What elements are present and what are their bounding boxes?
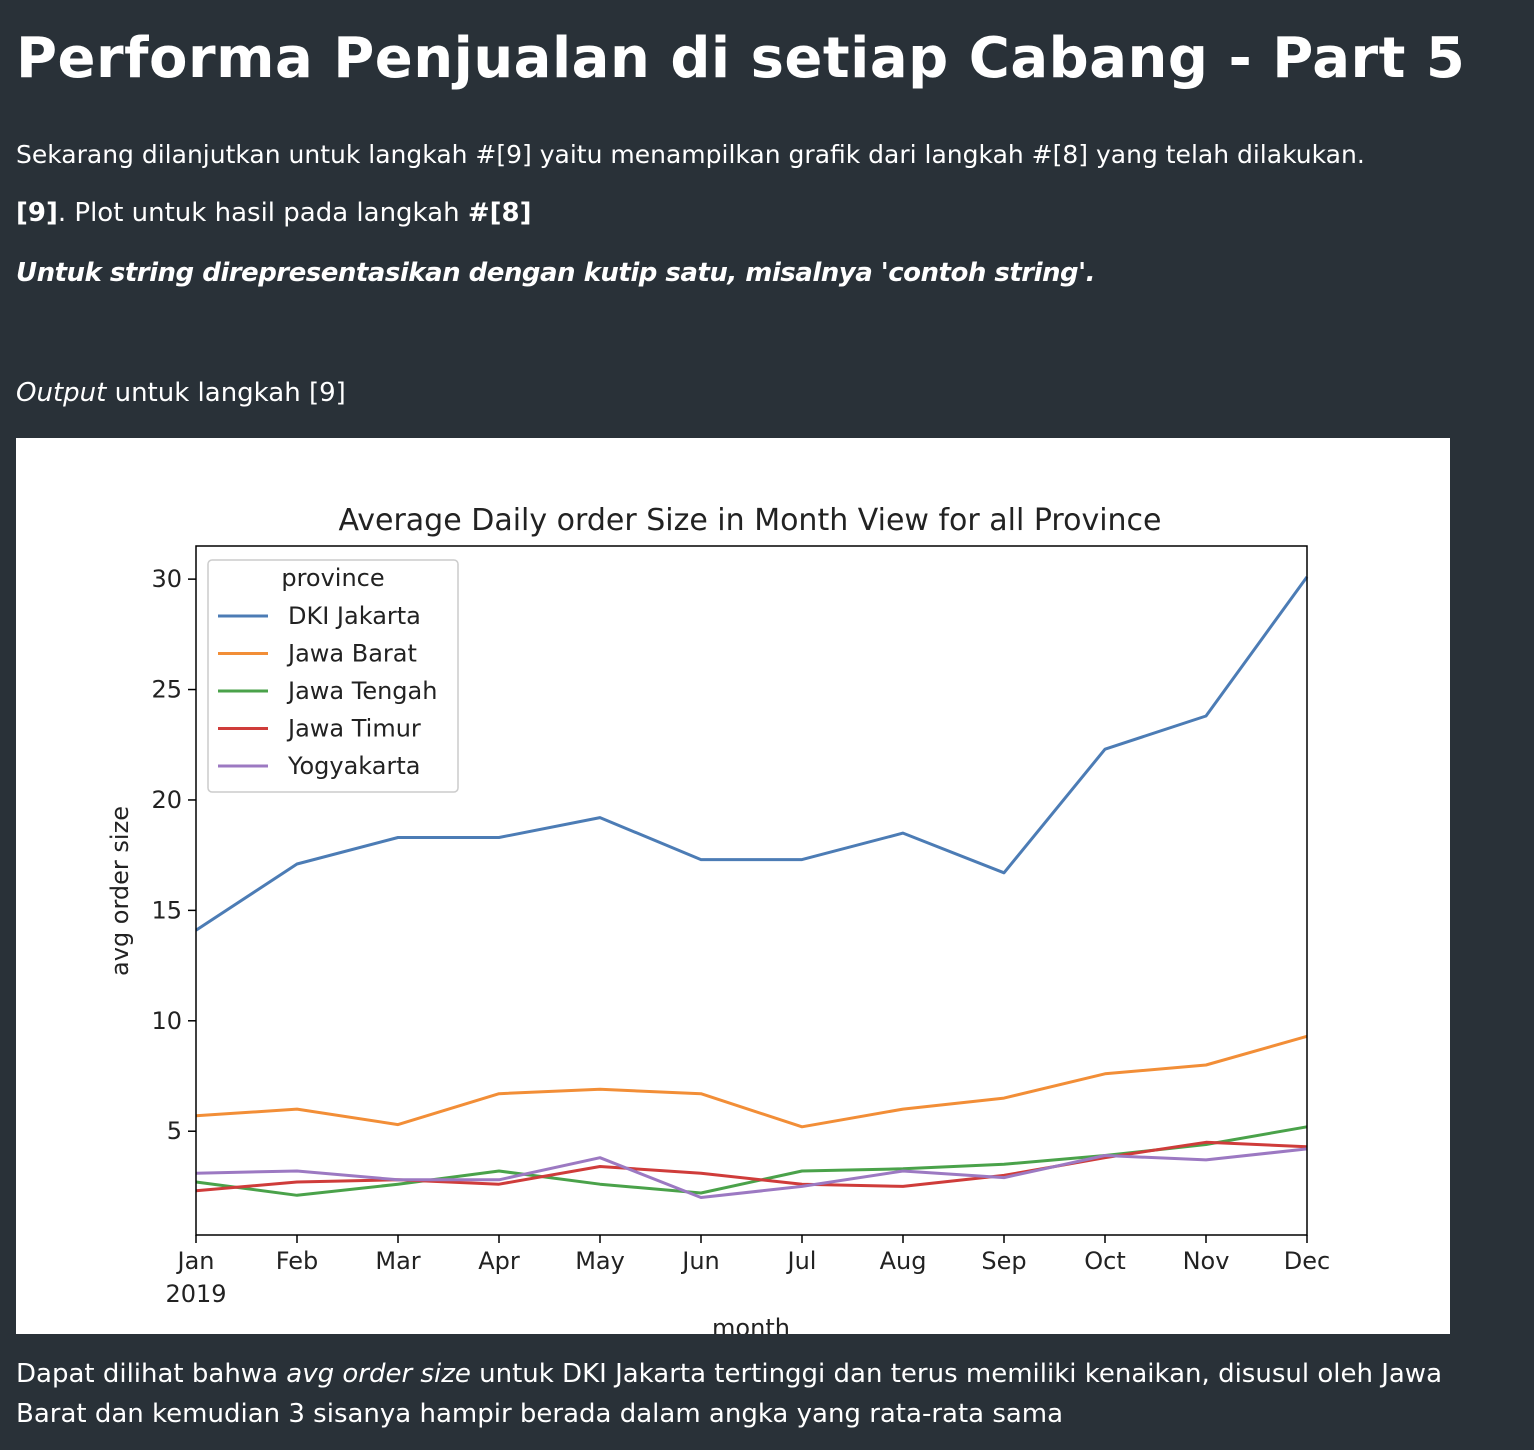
conclusion-pre: Dapat dilihat bahwa — [16, 1359, 287, 1389]
step-description: [9]. Plot untuk hasil pada langkah #[8] — [16, 198, 532, 228]
legend-entry-label: Jawa Tengah — [286, 677, 437, 705]
x-tick-label: Jun — [680, 1247, 720, 1275]
x-tick-label: Aug — [880, 1247, 927, 1275]
x-tick-label: May — [575, 1247, 625, 1275]
x-tick-label: Oct — [1084, 1247, 1126, 1275]
series-line-dki-jakarta — [195, 576, 1309, 932]
x-tick-label: Jan — [176, 1247, 215, 1275]
x-tick-label: Mar — [375, 1247, 420, 1275]
step-reference: #[8] — [467, 198, 532, 228]
chart-title: Average Daily order Size in Month View f… — [338, 503, 1161, 538]
conclusion-post: untuk DKI Jakarta tertinggi dan terus me… — [16, 1359, 1442, 1429]
line-chart: Average Daily order Size in Month View f… — [106, 503, 1330, 1334]
y-tick-label: 15 — [151, 896, 182, 924]
y-tick-label: 20 — [151, 786, 182, 814]
output-label: Output untuk langkah [9] — [16, 378, 346, 408]
x-tick-label: Sep — [981, 1247, 1026, 1275]
plot-frame — [195, 545, 1308, 1236]
series-line-jawa-barat — [195, 1034, 1308, 1129]
y-axis: 5 10 15 20 25 30 — [151, 565, 196, 1145]
step-number: [9] — [16, 198, 58, 228]
series-line-yogyakarta — [195, 1147, 1308, 1199]
chart-container: Average Daily order Size in Month View f… — [16, 438, 1450, 1334]
output-label-text: untuk langkah [9] — [106, 378, 346, 408]
x-axis-label: month — [712, 1314, 790, 1334]
x-tick-year: 2019 — [165, 1280, 226, 1308]
x-tick-label: Nov — [1183, 1247, 1230, 1275]
legend: province DKI Jakarta Jawa Barat Jawa Tenga… — [207, 559, 459, 793]
legend-entries: DKI Jakarta Jawa Barat Jawa Tengah Jawa Tim… — [218, 602, 437, 780]
string-note: Untuk string direpresentasikan dengan ku… — [16, 258, 1096, 288]
legend-entry-label: Yogyakarta — [287, 752, 420, 780]
y-tick-label: 25 — [151, 676, 182, 704]
y-tick-label: 30 — [151, 565, 182, 593]
step-text: . Plot untuk hasil pada langkah — [57, 198, 468, 228]
series-layer — [195, 576, 1309, 1199]
x-tick-label: Jul — [786, 1247, 817, 1275]
x-tick-label: Apr — [478, 1247, 520, 1275]
x-tick-label: Dec — [1284, 1247, 1330, 1275]
page-title: Performa Penjualan di setiap Cabang - Pa… — [16, 26, 1466, 91]
y-axis-label: avg order size — [106, 806, 134, 976]
output-emphasis: Output — [16, 378, 107, 408]
legend-entry-label: Jawa Barat — [286, 640, 417, 668]
legend-entry-label: Jawa Timur — [286, 715, 421, 743]
legend-title: province — [281, 564, 384, 592]
conclusion-text: Dapat dilihat bahwa avg order size untuk… — [16, 1354, 1516, 1434]
intro-text: Sekarang dilanjutkan untuk langkah #[9] … — [16, 140, 1365, 169]
legend-box — [207, 559, 459, 793]
series-line-jawa-tengah — [195, 1125, 1308, 1197]
x-tick-label: Feb — [276, 1247, 319, 1275]
conclusion-emphasis: avg order size — [286, 1359, 471, 1389]
y-tick-label: 10 — [151, 1007, 182, 1035]
x-axis: Jan Feb Mar Apr May Jun Jul Aug Sep Oct Nov Dec — [176, 1235, 1330, 1275]
legend-entry-label: DKI Jakarta — [288, 602, 421, 630]
y-tick-label: 5 — [167, 1117, 182, 1145]
